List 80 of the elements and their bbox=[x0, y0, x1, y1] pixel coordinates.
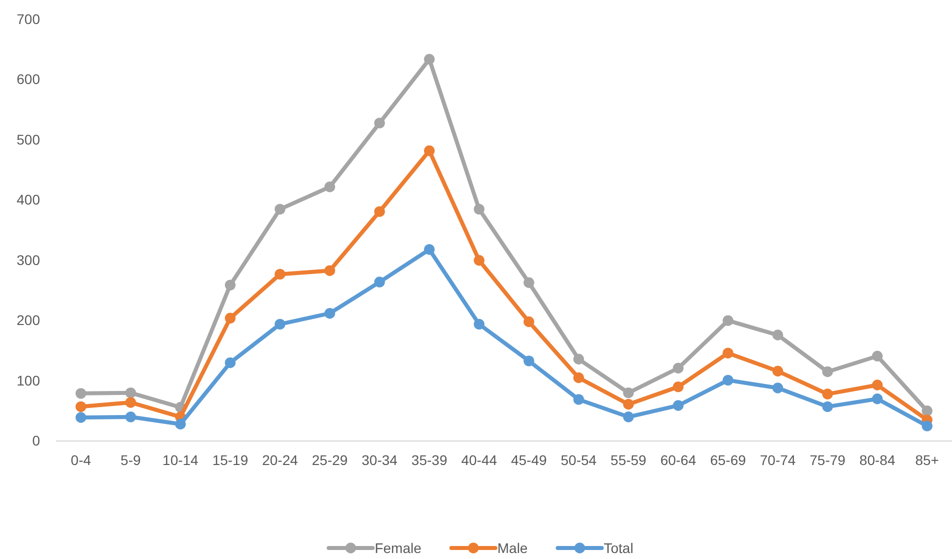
point bbox=[872, 394, 883, 404]
point bbox=[524, 277, 534, 288]
legend-label: Total bbox=[604, 540, 634, 556]
x-tick-label: 55-59 bbox=[610, 452, 647, 468]
x-tick-label: 80-84 bbox=[859, 452, 896, 468]
point bbox=[922, 420, 932, 432]
x-tick-label: 0-4 bbox=[70, 452, 92, 468]
point bbox=[822, 401, 833, 412]
point bbox=[274, 204, 286, 215]
point bbox=[76, 401, 86, 412]
x-tick-label: 40-44 bbox=[461, 452, 498, 468]
point bbox=[474, 318, 484, 330]
point bbox=[274, 318, 286, 330]
point bbox=[573, 354, 584, 364]
x-tick-label: 60-64 bbox=[660, 452, 696, 468]
y-tick-label: 300 bbox=[16, 252, 40, 268]
legend-label: Male bbox=[497, 540, 528, 556]
x-tick-label: 35-39 bbox=[411, 452, 448, 468]
legend-label: Female bbox=[374, 540, 422, 556]
point bbox=[224, 280, 236, 290]
y-tick-label: 0 bbox=[32, 432, 40, 448]
point bbox=[474, 204, 484, 215]
x-tick-label: 50-54 bbox=[560, 452, 597, 468]
point bbox=[224, 357, 236, 368]
y-tick-label: 700 bbox=[16, 10, 40, 27]
point bbox=[524, 316, 534, 328]
point bbox=[424, 145, 435, 156]
point bbox=[324, 265, 336, 276]
y-tick-label: 100 bbox=[16, 372, 40, 388]
point bbox=[672, 381, 684, 392]
point bbox=[722, 348, 734, 358]
point bbox=[623, 398, 634, 410]
point bbox=[722, 315, 734, 326]
point bbox=[822, 388, 833, 400]
point bbox=[922, 406, 932, 416]
x-tick-label: 30-34 bbox=[362, 452, 398, 468]
x-tick-label: 15-19 bbox=[212, 452, 248, 468]
y-tick-label: 500 bbox=[16, 131, 40, 148]
x-tick-label: 45-49 bbox=[510, 452, 548, 468]
x-tick-label: 70-74 bbox=[760, 452, 796, 468]
point bbox=[772, 330, 784, 340]
point bbox=[175, 418, 186, 430]
point bbox=[524, 356, 534, 366]
point bbox=[623, 412, 634, 422]
point bbox=[772, 382, 784, 394]
point bbox=[772, 366, 784, 376]
x-tick-label: 5-9 bbox=[120, 452, 141, 468]
point bbox=[672, 362, 684, 374]
x-tick-label: 10-14 bbox=[162, 452, 199, 468]
x-tick-label: 65-69 bbox=[710, 452, 746, 468]
point bbox=[672, 400, 684, 411]
y-tick-label: 400 bbox=[16, 192, 40, 208]
y-tick-label: 600 bbox=[16, 71, 40, 88]
point bbox=[722, 374, 734, 386]
point bbox=[374, 276, 385, 288]
point bbox=[125, 412, 136, 422]
point bbox=[374, 206, 385, 217]
point bbox=[822, 366, 833, 378]
point bbox=[872, 380, 883, 390]
point bbox=[474, 255, 484, 266]
point bbox=[125, 397, 136, 408]
point bbox=[224, 312, 236, 324]
point bbox=[76, 412, 86, 423]
y-tick-label: 200 bbox=[16, 312, 40, 328]
point bbox=[76, 388, 86, 399]
x-tick-label: 20-24 bbox=[262, 452, 298, 468]
point bbox=[872, 350, 883, 362]
point bbox=[274, 268, 286, 280]
point bbox=[424, 54, 435, 65]
point bbox=[623, 387, 634, 398]
x-tick-label: 25-29 bbox=[312, 452, 348, 468]
x-tick-label: 75-79 bbox=[810, 452, 846, 468]
point bbox=[125, 387, 136, 398]
point bbox=[573, 394, 584, 405]
point bbox=[573, 372, 584, 384]
point bbox=[374, 118, 385, 128]
point bbox=[324, 182, 336, 192]
point bbox=[324, 308, 336, 319]
x-tick-label: 85+ bbox=[915, 452, 939, 468]
point bbox=[424, 244, 435, 255]
